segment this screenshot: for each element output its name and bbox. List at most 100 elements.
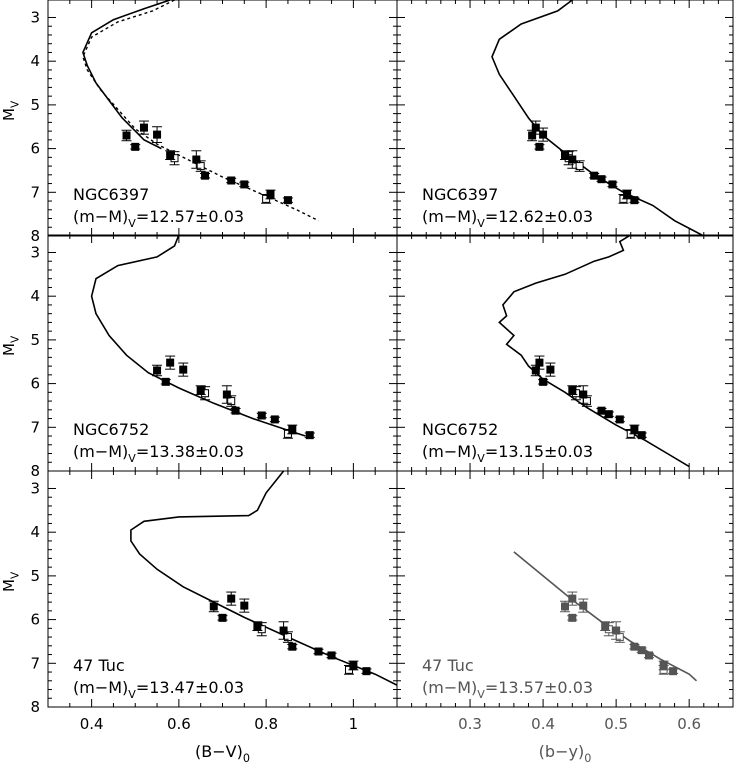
filled-point — [608, 180, 617, 189]
isochrone-solid — [90, 235, 306, 437]
x-axis-label: (b−y)0 — [539, 742, 592, 764]
y-tick-label: 6 — [30, 375, 40, 393]
distance-modulus-prefix: (m−M) — [73, 442, 128, 461]
x-tick-label: 0.5 — [604, 715, 628, 733]
cluster-label: 47 Tuc — [422, 656, 474, 675]
distance-modulus: (m−M)V=13.57±0.03 — [422, 678, 593, 701]
filled-point — [288, 642, 297, 651]
x-axis-label-main: (b−y) — [539, 742, 585, 761]
filled-point — [561, 602, 569, 611]
y-axis-label-main: M — [0, 108, 18, 121]
distance-modulus-value: =13.57±0.03 — [485, 678, 593, 697]
filled-point — [139, 123, 148, 132]
filled-point — [270, 415, 279, 424]
filled-point — [153, 366, 162, 375]
filled-point — [546, 365, 555, 374]
open-point — [575, 162, 584, 171]
y-axis-label: MV — [0, 571, 22, 592]
filled-point — [630, 425, 639, 434]
x-axis-label-sub: 0 — [584, 752, 591, 764]
filled-point — [122, 131, 131, 140]
filled-point — [568, 386, 577, 395]
distance-modulus: (m−M)V=12.62±0.03 — [422, 207, 593, 230]
filled-point — [601, 622, 610, 631]
filled-point — [637, 646, 646, 655]
filled-point — [659, 661, 668, 670]
filled-point — [604, 410, 613, 419]
distance-modulus-prefix: (m−M) — [422, 207, 477, 226]
panel-frame — [396, 470, 734, 708]
y-tick-label: 3 — [30, 8, 40, 26]
filled-point — [253, 622, 262, 631]
panel-plot-area — [498, 235, 690, 468]
distance-modulus-prefix: (m−M) — [422, 442, 477, 461]
y-tick-label: 3 — [30, 243, 40, 261]
y-tick-label: 5 — [30, 96, 40, 114]
filled-point — [166, 151, 175, 160]
y-tick-label: 7 — [30, 418, 40, 436]
filled-point — [535, 142, 544, 151]
filled-point — [305, 431, 314, 440]
distance-modulus-sub: V — [128, 688, 136, 701]
filled-point — [528, 131, 537, 140]
filled-point — [597, 175, 606, 184]
cluster-label: NGC6397 — [422, 185, 498, 204]
y-tick-label: 3 — [30, 479, 40, 497]
isochrone-solid — [82, 0, 171, 150]
isochrone-dashed — [82, 0, 319, 222]
cluster-label: 47 Tuc — [73, 656, 125, 675]
x-tick-label: 1 — [349, 715, 359, 733]
y-tick-label: 8 — [30, 462, 40, 480]
distance-modulus: (m−M)V=13.15±0.03 — [422, 442, 593, 465]
panel-plot-area — [90, 235, 315, 440]
cluster-label: NGC6752 — [422, 420, 498, 439]
filled-point — [131, 142, 140, 151]
filled-point — [623, 190, 632, 199]
y-tick-label: 6 — [30, 611, 40, 629]
isochrone-solid — [491, 0, 705, 236]
filled-point — [568, 613, 577, 622]
panel-plot-area — [130, 471, 397, 686]
filled-point — [630, 196, 639, 205]
filled-point — [240, 180, 249, 189]
filled-point — [645, 651, 653, 660]
filled-point — [218, 613, 227, 622]
open-point — [227, 397, 236, 406]
distance-modulus: (m−M)V=12.57±0.03 — [73, 207, 244, 230]
distance-modulus: (m−M)V=13.47±0.03 — [73, 678, 244, 701]
filled-point — [539, 130, 548, 139]
filled-point — [561, 151, 569, 160]
distance-modulus-sub: V — [128, 217, 136, 230]
panel-frame — [396, 0, 734, 237]
cluster-label: NGC6752 — [73, 420, 149, 439]
filled-point — [535, 358, 544, 367]
open-point — [196, 162, 205, 171]
y-tick-label: 7 — [30, 183, 40, 201]
filled-point — [615, 415, 624, 424]
distance-modulus-prefix: (m−M) — [73, 678, 128, 697]
filled-point — [314, 647, 323, 656]
distance-modulus-value: =13.47±0.03 — [136, 678, 244, 697]
filled-point — [531, 366, 540, 375]
filled-point — [166, 358, 175, 367]
filled-point — [196, 386, 205, 395]
filled-point — [362, 667, 371, 676]
distance-modulus-value: =12.57±0.03 — [136, 207, 244, 226]
y-tick-label: 8 — [30, 227, 40, 245]
y-axis-label: MV — [0, 100, 22, 121]
y-tick-label: 4 — [30, 523, 40, 541]
y-tick-label: 5 — [30, 567, 40, 585]
filled-point — [579, 390, 588, 399]
filled-point — [227, 594, 236, 603]
y-tick-label: 6 — [30, 140, 40, 158]
x-tick-label: 0.6 — [167, 715, 191, 733]
filled-point — [266, 190, 275, 199]
distance-modulus-value: =13.15±0.03 — [485, 442, 593, 461]
filled-point — [630, 642, 639, 651]
filled-point — [227, 176, 236, 185]
distance-modulus-sub: V — [128, 452, 136, 465]
panel-NGC6752-by: NGC6752 (m−M)V=13.15±0.03 — [396, 234, 734, 472]
filled-point — [579, 601, 588, 610]
filled-point — [539, 377, 548, 386]
